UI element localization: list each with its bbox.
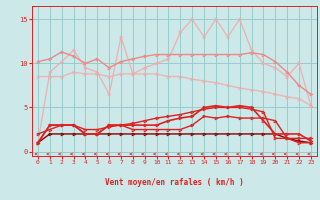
X-axis label: Vent moyen/en rafales ( km/h ): Vent moyen/en rafales ( km/h ) xyxy=(105,178,244,187)
